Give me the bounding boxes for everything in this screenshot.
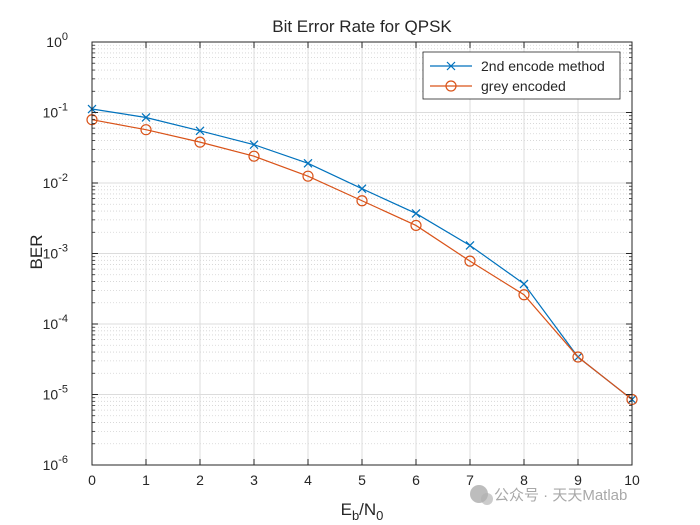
circle-marker: [194, 136, 206, 148]
y-tick-exponent: -4: [58, 313, 68, 325]
circle-marker: [518, 289, 530, 301]
x-tick-label: 3: [250, 472, 258, 488]
y-tick-label: 10-6: [43, 454, 68, 473]
x-marker-stroke: [411, 209, 421, 218]
wechat-icon-bubble: [481, 493, 493, 505]
x-axis-label-sub1: b: [352, 508, 359, 523]
y-tick-base: 10: [43, 246, 59, 262]
y-tick-label: 10-2: [43, 172, 68, 191]
legend: 2nd encode method grey encoded: [422, 51, 621, 100]
y-tick-base: 10: [43, 457, 59, 473]
x-tick-label: 7: [466, 472, 474, 488]
x-axis-label: Eb/N0: [341, 500, 384, 523]
circle-marker: [302, 170, 314, 182]
y-tick-label: 10-5: [43, 384, 68, 403]
x-marker: [249, 140, 259, 150]
y-tick-exponent: 0: [62, 31, 68, 43]
legend-label-2nd-encode: 2nd encode method: [481, 58, 605, 74]
legend-entry-grey-encoded: grey encoded: [430, 78, 566, 94]
legend-label-grey-encoded: grey encoded: [481, 78, 566, 94]
x-marker-stroke: [195, 126, 205, 136]
y-tick-base: 10: [46, 34, 62, 50]
y-tick-exponent: -2: [58, 172, 68, 184]
x-tick-label: 0: [88, 472, 96, 488]
circle-marker: [248, 150, 260, 162]
x-marker-stroke: [303, 158, 313, 168]
circle-marker: [410, 219, 422, 232]
x-axis-label-main: E: [341, 500, 352, 519]
x-marker-stroke: [357, 184, 367, 194]
y-tick-label: 100: [46, 31, 68, 50]
circle-marker: [464, 255, 476, 267]
x-tick-label: 8: [520, 472, 528, 488]
legend-box: [422, 51, 621, 100]
x-tick-label: 9: [574, 472, 582, 488]
x-tick-label: 2: [196, 472, 204, 488]
x-tick-label: 1: [142, 472, 150, 488]
circle-marker: [356, 195, 368, 207]
y-tick-label: 10-1: [43, 102, 68, 121]
y-tick-base: 10: [43, 175, 59, 191]
tick-marks: [91, 41, 633, 466]
x-tick-labels: 0 1 2 3 4 5 6 7 8 9 10: [88, 472, 640, 488]
legend-marker-circle: [445, 80, 457, 92]
y-tick-exponent: -5: [58, 384, 68, 396]
circle-marker: [572, 351, 584, 363]
y-tick-base: 10: [43, 105, 59, 121]
y-tick-label: 10-4: [43, 313, 68, 332]
circle-marker: [140, 124, 152, 136]
x-marker: [195, 126, 205, 136]
y-tick-exponent: -1: [58, 102, 68, 114]
y-tick-exponent: -6: [58, 454, 68, 466]
watermark-text: 公众号 · 天天Matlab: [494, 487, 627, 504]
x-tick-label: 6: [412, 472, 420, 488]
x-marker-stroke: [465, 241, 475, 250]
x-axis-label-sub2: 0: [376, 508, 383, 523]
x-marker-stroke: [519, 279, 529, 289]
x-marker: [519, 279, 529, 289]
y-axis-label: BER: [27, 235, 46, 270]
watermark: 公众号 · 天天Matlab: [470, 485, 627, 505]
chart-title: Bit Error Rate for QPSK: [272, 17, 452, 36]
x-marker: [465, 241, 475, 250]
x-tick-label: 10: [624, 472, 640, 488]
series-grey-encoded: [86, 114, 638, 406]
x-tick-label: 4: [304, 472, 312, 488]
x-marker: [303, 158, 313, 168]
y-tick-label: 10-3: [43, 243, 68, 262]
x-marker: [357, 184, 367, 194]
x-marker: [411, 209, 421, 218]
series-line: [91, 119, 633, 400]
y-tick-exponent: -3: [58, 243, 68, 255]
x-marker: [141, 113, 151, 122]
legend-entry-2nd-encode: 2nd encode method: [430, 58, 605, 74]
legend-marker-x: [446, 61, 456, 71]
x-marker-stroke: [249, 140, 259, 150]
x-marker-stroke: [141, 113, 151, 122]
y-tick-base: 10: [43, 316, 59, 332]
x-axis-label-sep: /N: [359, 500, 376, 519]
x-tick-label: 5: [358, 472, 366, 488]
y-tick-base: 10: [43, 387, 59, 403]
